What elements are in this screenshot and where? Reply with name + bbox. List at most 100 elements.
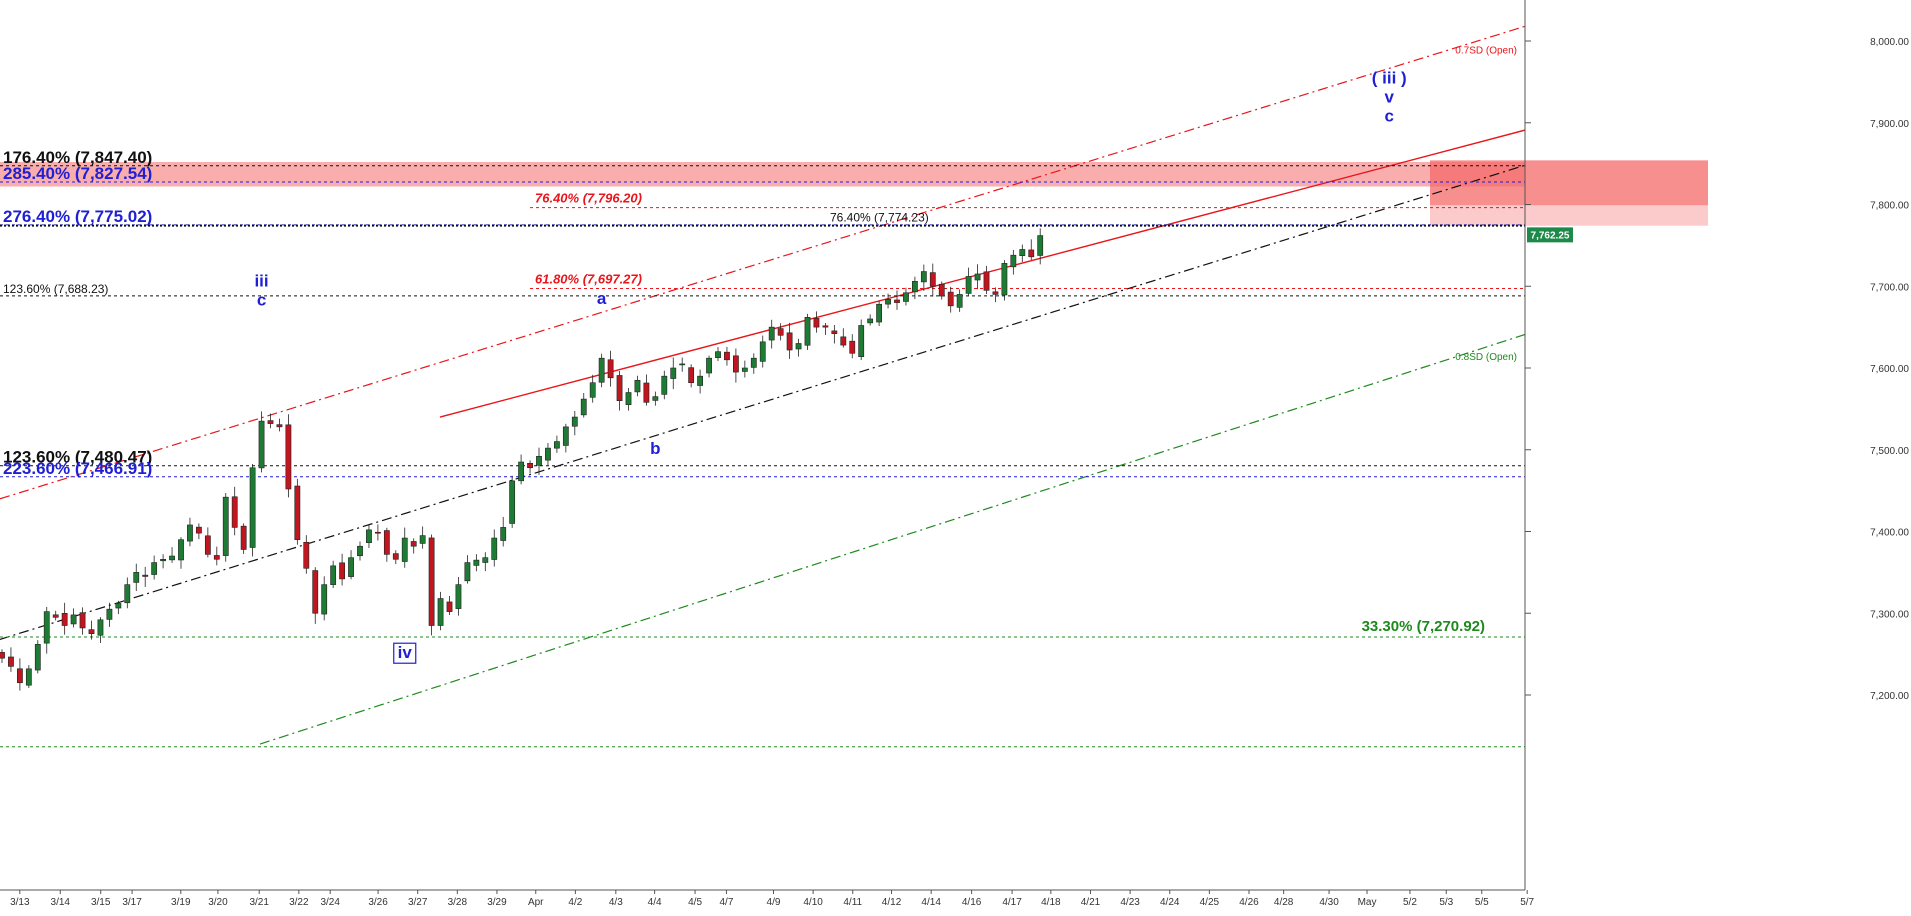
candle-body	[858, 325, 865, 357]
candle-body	[983, 271, 990, 291]
candle	[822, 323, 829, 335]
candle	[464, 555, 471, 584]
y-tick-label: 7,700.00	[1870, 282, 1909, 293]
last-price-label: 7,762.25	[1531, 230, 1570, 241]
candle-body	[706, 357, 712, 374]
candle	[348, 550, 354, 580]
candle	[768, 319, 775, 349]
candle	[357, 541, 363, 561]
candle	[750, 353, 757, 374]
candle-body	[267, 420, 274, 424]
x-axis-area	[0, 890, 1911, 911]
candle-body	[16, 668, 23, 684]
target-zone-lower	[1430, 205, 1708, 226]
candle	[43, 606, 50, 654]
candle	[616, 371, 623, 411]
candle	[0, 649, 5, 663]
candle	[115, 600, 122, 615]
candle-body	[187, 524, 193, 542]
y-tick-label: 8,000.00	[1870, 37, 1909, 48]
candle	[741, 360, 748, 378]
candle-body	[974, 273, 981, 281]
x-tick-label: 4/4	[648, 897, 662, 908]
candle	[929, 263, 936, 297]
candle	[392, 550, 399, 565]
candle-body	[831, 330, 838, 334]
candle-body	[509, 480, 516, 524]
candle	[858, 319, 865, 360]
support-channel-line	[0, 164, 1526, 640]
fib-level-label: 76.40% (7,774.23)	[830, 211, 929, 225]
candle	[670, 357, 677, 390]
candle-body	[580, 398, 587, 416]
candle	[1037, 228, 1044, 265]
candle	[571, 411, 578, 436]
candle	[1001, 260, 1008, 301]
candle	[303, 535, 310, 574]
candle	[527, 460, 533, 474]
candle	[34, 640, 41, 674]
wave-label: iii	[254, 271, 268, 290]
candle-body	[276, 424, 283, 428]
candle	[482, 552, 489, 572]
fib-level-label: 223.60% (7,466.91)	[3, 459, 152, 478]
candle-body	[196, 526, 202, 534]
candle	[804, 313, 811, 351]
candle	[580, 392, 587, 418]
candle-body	[759, 341, 766, 362]
candle	[903, 287, 909, 306]
candle-body	[25, 668, 32, 686]
fib-level-label: 123.60% (7,480.47)	[3, 448, 152, 467]
x-tick-label: 4/14	[921, 897, 941, 908]
candle	[894, 290, 900, 310]
wave-label: v	[1385, 88, 1395, 107]
candle-body	[106, 608, 113, 620]
x-tick-label: 4/23	[1120, 897, 1140, 908]
candle-body	[169, 555, 175, 561]
candle	[795, 338, 802, 357]
candle-body	[133, 572, 140, 583]
candle-body	[401, 537, 408, 562]
candle-body	[634, 379, 641, 393]
candle-body	[52, 614, 59, 618]
candle-body	[661, 375, 668, 395]
candle	[518, 454, 524, 485]
candle-body	[43, 611, 50, 644]
candle	[938, 281, 945, 300]
candle-body	[724, 351, 730, 361]
candle-body	[115, 603, 122, 609]
candle	[661, 370, 668, 400]
candle-body	[142, 574, 149, 577]
x-tick-label: 4/24	[1160, 897, 1180, 908]
x-tick-label: 4/7	[719, 897, 733, 908]
candle-body	[652, 396, 659, 401]
candle	[285, 414, 292, 498]
candle	[169, 547, 175, 563]
candle-body	[357, 545, 363, 557]
candle	[724, 346, 730, 366]
candle-body	[0, 652, 5, 659]
x-tick-label: 4/25	[1200, 897, 1220, 908]
candle-body	[491, 537, 498, 560]
candle-body	[553, 441, 560, 449]
candle	[947, 286, 954, 313]
candle	[249, 464, 256, 557]
candle-body	[562, 426, 569, 446]
candle	[133, 563, 140, 592]
candle	[697, 369, 703, 394]
candle	[187, 517, 193, 547]
x-tick-label: 4/2	[568, 897, 582, 908]
candle-body	[777, 328, 784, 336]
candle-body	[947, 291, 954, 307]
x-tick-label: 3/14	[51, 897, 71, 908]
candle	[553, 435, 560, 453]
candle	[366, 524, 372, 548]
x-tick-label: 3/27	[408, 897, 428, 908]
candle	[831, 325, 838, 344]
candle-body	[786, 332, 793, 351]
candle	[965, 267, 972, 297]
fib-level-label: 76.40% (7,796.20)	[535, 191, 642, 206]
resistance-trendline	[439, 129, 1526, 418]
candle-body	[348, 557, 354, 577]
candle	[679, 357, 686, 372]
